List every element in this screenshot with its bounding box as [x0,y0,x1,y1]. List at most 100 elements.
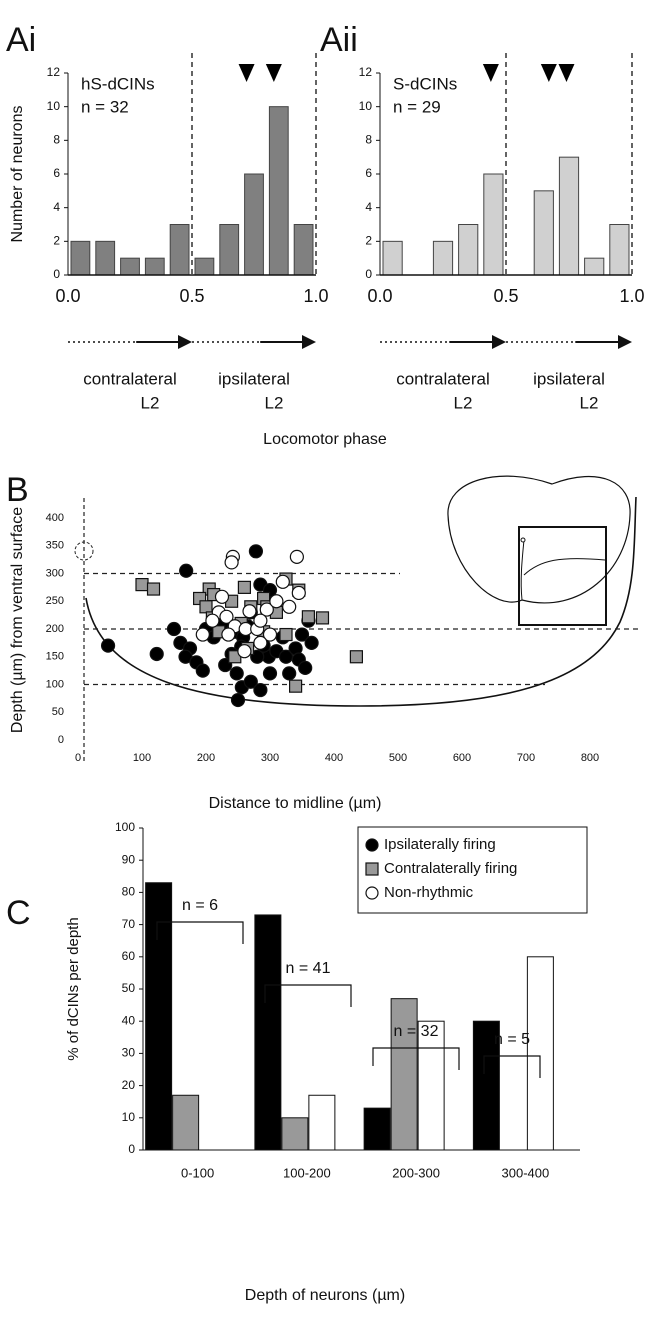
y-tick-label: 6 [53,166,60,180]
bar [254,914,282,1151]
data-point [149,646,164,662]
n-annotation: n = 41 [286,960,331,977]
y-tick-label: 50 [52,706,64,718]
x-tick-label: 0.0 [55,286,80,306]
y-tick-label: 200 [46,623,64,635]
phase-label: contralateral [83,369,177,388]
y-tick-label: 0 [128,1142,135,1156]
phase-label: contralateral [396,369,490,388]
n-annotation: n = 6 [182,897,218,914]
panel-label: Aii [320,21,358,59]
y-tick-label: 10 [47,99,61,113]
y-tick-label: 2 [53,234,60,248]
data-point [230,692,246,708]
phase-arrowhead [302,335,316,349]
data-point [282,666,297,681]
y-axis-label: % of dCINs per depth [65,917,82,1060]
bar [144,257,165,276]
bar [120,257,140,276]
bar [281,1117,309,1151]
inset-box [518,526,607,626]
phase-arrowhead [178,335,192,349]
data-point [294,627,310,642]
bar [244,173,264,276]
y-tick-label: 40 [122,1013,136,1027]
data-point [242,604,257,619]
n-bracket [483,1055,541,1078]
y-tick-label: 12 [47,65,61,79]
chart-subtitle: n = 32 [81,97,129,116]
y-tick-label: 100 [46,678,64,690]
data-point [259,602,274,617]
data-point [301,610,315,624]
bar [417,1020,445,1151]
data-point [349,650,363,664]
n-bracket [156,921,244,944]
y-tick-label: 90 [122,852,136,866]
panel-label: Ai [6,21,36,59]
x-tick-label: 100 [133,752,151,764]
bar [609,224,630,276]
legend-label: Contralaterally firing [384,860,517,877]
data-point [269,594,284,609]
data-point [289,549,304,564]
y-tick-label: 400 [46,512,64,524]
chart-title: hS-dCINs [81,74,155,93]
data-point [135,577,149,592]
data-point [237,644,252,659]
x-tick-label: 100-200 [283,1165,331,1180]
bar [70,240,91,276]
mean-phase-marker [265,64,282,82]
data-point [262,627,278,642]
bar [293,224,314,276]
bar [308,1094,336,1151]
mean-phase-marker [238,64,255,82]
phase-label: ipsilateral [218,369,290,388]
data-point [179,563,194,578]
data-point [219,609,234,624]
bar [145,882,173,1151]
bar [169,224,190,276]
y-tick-label: 70 [122,917,136,931]
n-bracket [372,1047,460,1070]
x-tick-label: 300 [261,752,279,764]
y-tick-label: 0 [53,267,60,281]
x-axis-label: Depth of neurons (µm) [245,1287,405,1304]
y-tick-label: 30 [122,1046,136,1060]
phase-arrowhead [618,335,632,349]
bar [483,173,504,276]
data-point [298,660,313,675]
phase-label: L2 [265,393,284,412]
legend-marker [365,838,379,852]
data-point [237,580,251,594]
phase-label: L2 [580,393,599,412]
data-point [279,627,293,642]
cord-outline [85,496,637,707]
panel-label: C [6,894,31,932]
bar [268,106,289,276]
y-tick-label: 12 [359,65,373,79]
x-tick-label: 0.5 [493,286,518,306]
x-tick-label: 500 [389,752,407,764]
x-axis-label: Distance to midline (µm) [209,795,382,812]
y-tick-label: 60 [122,949,136,963]
mean-phase-marker [482,64,499,82]
inset-detail [520,539,606,601]
data-point [304,635,319,650]
bar [472,1020,500,1151]
y-tick-label: 2 [365,234,372,248]
y-tick-label: 0 [365,267,372,281]
inset-canal [520,537,526,543]
y-tick-label: 10 [359,99,373,113]
y-tick-label: 8 [365,133,372,147]
data-point [243,674,258,689]
inset-cord [447,475,631,604]
data-point [253,635,268,650]
phase-arrowhead [492,335,506,349]
data-point [199,600,213,614]
y-axis-label: Depth (µm) from ventral surface [9,507,26,733]
legend-box [357,826,588,914]
y-tick-label: 150 [46,651,64,663]
